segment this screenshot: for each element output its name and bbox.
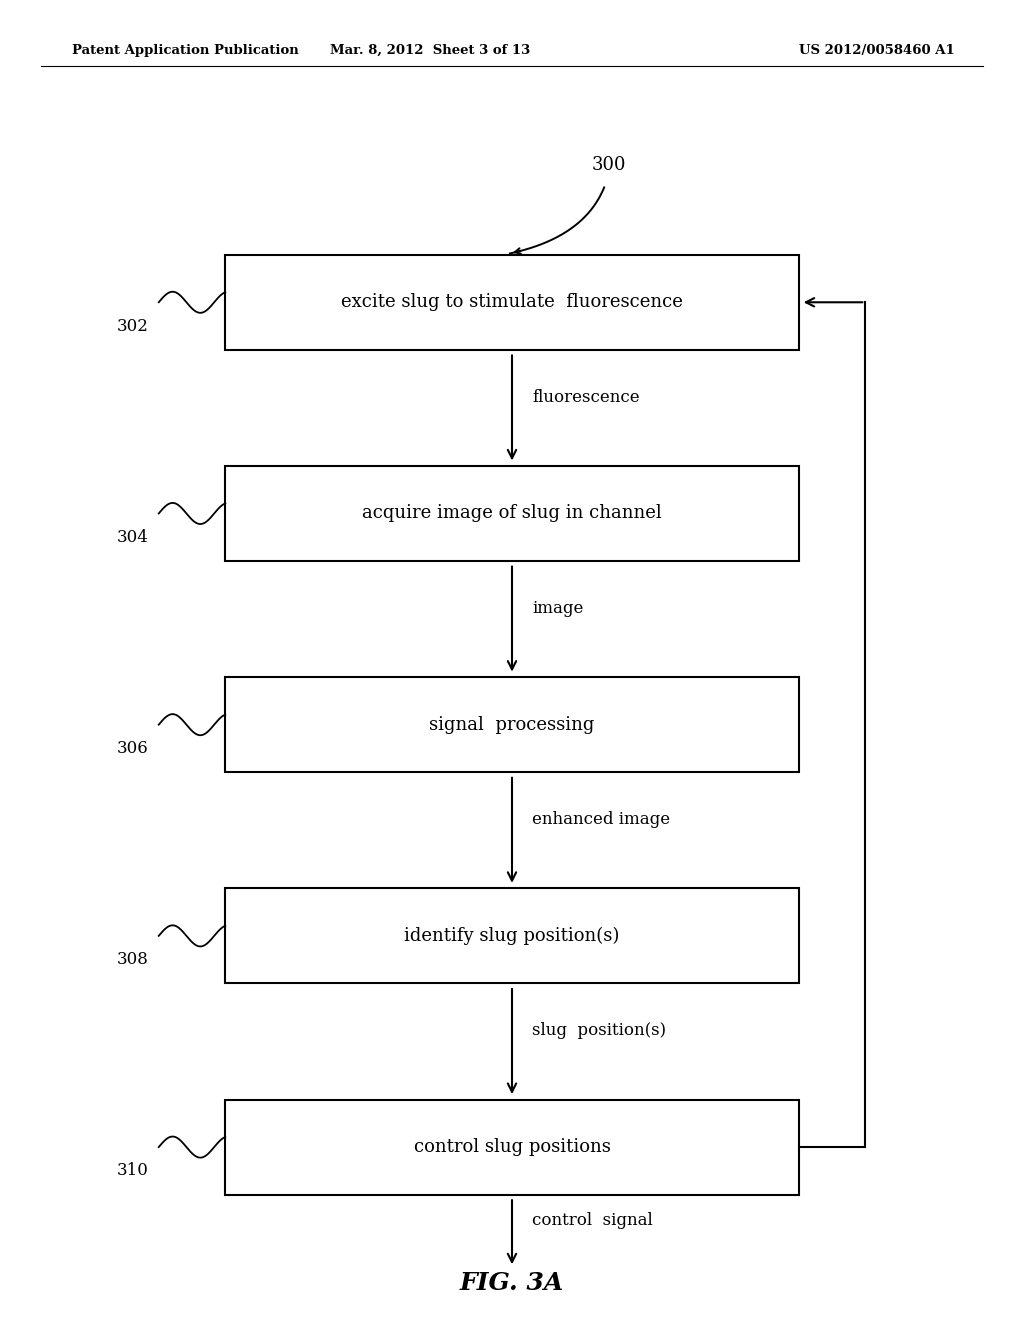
Text: slug  position(s): slug position(s)	[532, 1023, 667, 1039]
Text: 310: 310	[117, 1163, 150, 1179]
Text: control slug positions: control slug positions	[414, 1138, 610, 1156]
Text: Patent Application Publication: Patent Application Publication	[72, 44, 298, 57]
Text: Mar. 8, 2012  Sheet 3 of 13: Mar. 8, 2012 Sheet 3 of 13	[330, 44, 530, 57]
FancyBboxPatch shape	[225, 255, 799, 350]
Text: signal  processing: signal processing	[429, 715, 595, 734]
Text: 300: 300	[592, 156, 627, 174]
Text: image: image	[532, 601, 584, 616]
FancyBboxPatch shape	[225, 1100, 799, 1195]
Text: FIG. 3A: FIG. 3A	[460, 1271, 564, 1295]
FancyBboxPatch shape	[225, 677, 799, 772]
Text: excite slug to stimulate  fluorescence: excite slug to stimulate fluorescence	[341, 293, 683, 312]
Text: 308: 308	[117, 952, 150, 968]
FancyBboxPatch shape	[225, 466, 799, 561]
Text: 306: 306	[117, 741, 150, 756]
Text: 302: 302	[117, 318, 150, 334]
Text: identify slug position(s): identify slug position(s)	[404, 927, 620, 945]
Text: US 2012/0058460 A1: US 2012/0058460 A1	[799, 44, 954, 57]
Text: 304: 304	[117, 529, 150, 545]
Text: acquire image of slug in channel: acquire image of slug in channel	[362, 504, 662, 523]
FancyBboxPatch shape	[225, 888, 799, 983]
Text: fluorescence: fluorescence	[532, 389, 640, 405]
Text: control  signal: control signal	[532, 1212, 653, 1229]
Text: enhanced image: enhanced image	[532, 812, 671, 828]
